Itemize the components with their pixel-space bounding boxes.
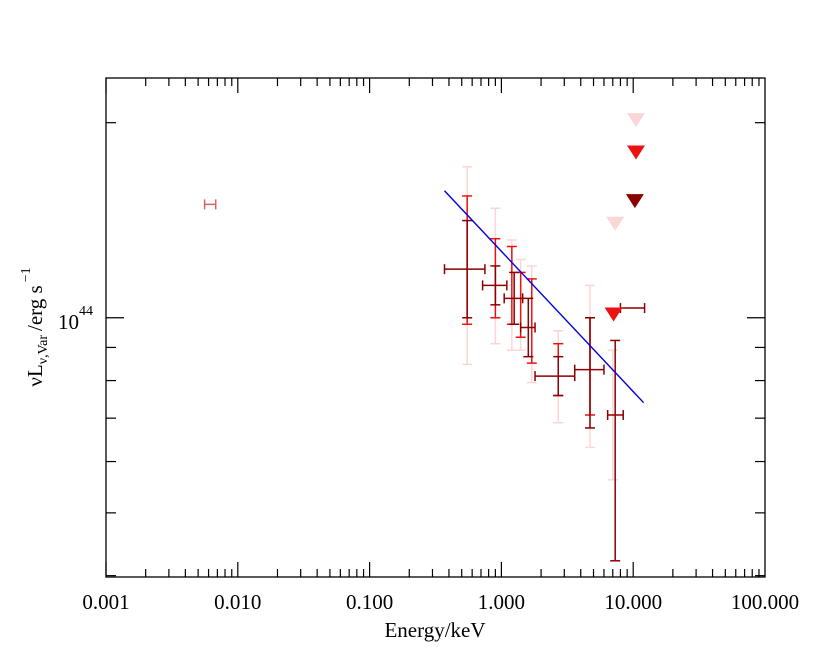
x-tick-label: 100.000 xyxy=(731,590,799,614)
upper-limit-marker xyxy=(606,216,625,231)
x-tick-label: 0.010 xyxy=(214,590,261,614)
x-axis-title: Energy/keV xyxy=(384,618,485,642)
x-tick-label: 0.001 xyxy=(82,590,129,614)
data-layer xyxy=(203,113,646,562)
y-tick-label-base: 10 xyxy=(58,310,79,334)
x-tick-labels: 0.001 0.010 0.100 1.000 10.000 100.000 xyxy=(82,590,799,614)
upper-limit-marker xyxy=(625,194,644,209)
y-tick-label: 10 44 xyxy=(58,304,93,334)
plot-frame xyxy=(105,77,766,578)
data-point-darkred xyxy=(503,271,524,326)
y-tick-label-exponent: 44 xyxy=(79,304,93,319)
data-point-darkred xyxy=(519,297,536,358)
data-point-red xyxy=(526,278,537,364)
data-point-darkred xyxy=(443,219,486,319)
data-point-darkred xyxy=(619,303,646,314)
data-point-darkred xyxy=(606,339,624,562)
x-tick-label: 10.000 xyxy=(604,590,662,614)
data-point-optical-uv xyxy=(203,199,217,210)
data-point-darkred xyxy=(534,355,576,397)
upper-limit-marker xyxy=(626,145,645,160)
y-axis-title-subscript: ν,Var xyxy=(36,335,51,365)
y-axis-title-unit: /erg s xyxy=(23,285,47,331)
x-tick-label: 0.100 xyxy=(346,590,393,614)
svg-text:νLν,Var/erg s−1: νLν,Var/erg s −1 xyxy=(19,267,51,386)
data-point-darkred xyxy=(573,317,605,429)
upper-limit-marker xyxy=(604,307,623,322)
y-axis-title: νLν,Var/erg s −1 xyxy=(19,267,51,386)
y-axis-title-exponent: −1 xyxy=(19,267,34,282)
power-law-fit-line xyxy=(443,190,645,404)
upper-limit-marker xyxy=(626,113,645,128)
data-point-darkred xyxy=(481,265,508,306)
axis-ticks-layer xyxy=(105,78,765,577)
x-tick-label: 1.000 xyxy=(478,590,525,614)
y-axis-title-main: νL xyxy=(23,364,47,386)
